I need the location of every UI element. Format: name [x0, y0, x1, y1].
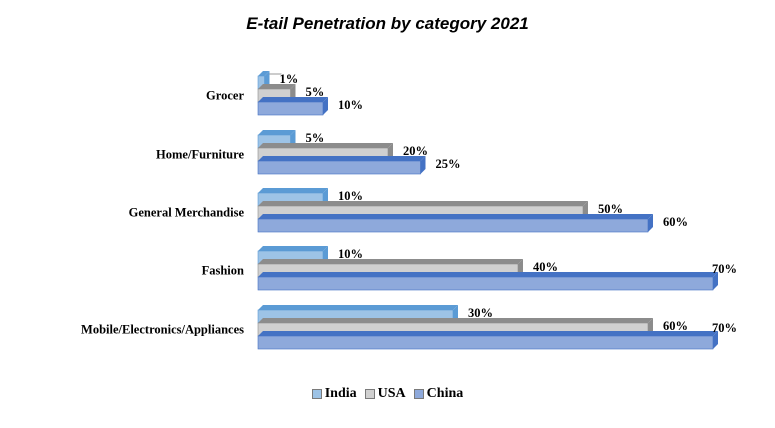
data-label-china-4: 70%	[712, 321, 737, 335]
legend-swatch-usa	[364, 389, 375, 399]
legend-item-china: China	[413, 386, 464, 402]
bar-china-1	[257, 156, 426, 175]
data-label-usa-1: 20%	[403, 144, 428, 158]
legend-swatch-china	[413, 389, 424, 399]
data-label-india-3: 10%	[338, 247, 363, 261]
bar-china-3	[257, 272, 718, 291]
category-label-1: Home/Furniture	[156, 148, 244, 162]
category-label-2: General Merchandise	[129, 206, 245, 220]
data-label-usa-3: 40%	[533, 260, 558, 274]
legend-label-china: China	[426, 386, 464, 401]
data-label-india-4: 30%	[468, 306, 493, 320]
category-label-4: Mobile/Electronics/Appliances	[81, 323, 244, 337]
category-label-3: Fashion	[202, 264, 244, 278]
data-label-usa-0: 5%	[306, 85, 325, 99]
legend-label-india: India	[324, 386, 357, 401]
bar-china-0	[257, 97, 328, 116]
data-label-india-2: 10%	[338, 189, 363, 203]
data-label-usa-2: 50%	[598, 202, 623, 216]
bar-china-4	[257, 331, 718, 350]
chart-title: E-tail Penetration by category 2021	[246, 14, 529, 33]
bar-china-2	[257, 214, 653, 233]
data-label-china-2: 60%	[663, 215, 688, 229]
legend-swatch-india	[311, 389, 322, 399]
data-label-china-1: 25%	[436, 157, 461, 171]
data-label-usa-4: 60%	[663, 319, 688, 333]
data-label-china-3: 70%	[712, 262, 737, 276]
data-label-china-0: 10%	[338, 98, 363, 112]
data-label-india-0: 1%	[280, 72, 299, 86]
legend: India USA China	[0, 386, 775, 404]
legend-item-india: India	[311, 386, 357, 402]
legend-label-usa: USA	[377, 386, 406, 401]
legend-item-usa: USA	[364, 386, 406, 402]
data-label-india-1: 5%	[306, 131, 325, 145]
category-label-0: Grocer	[206, 89, 244, 103]
